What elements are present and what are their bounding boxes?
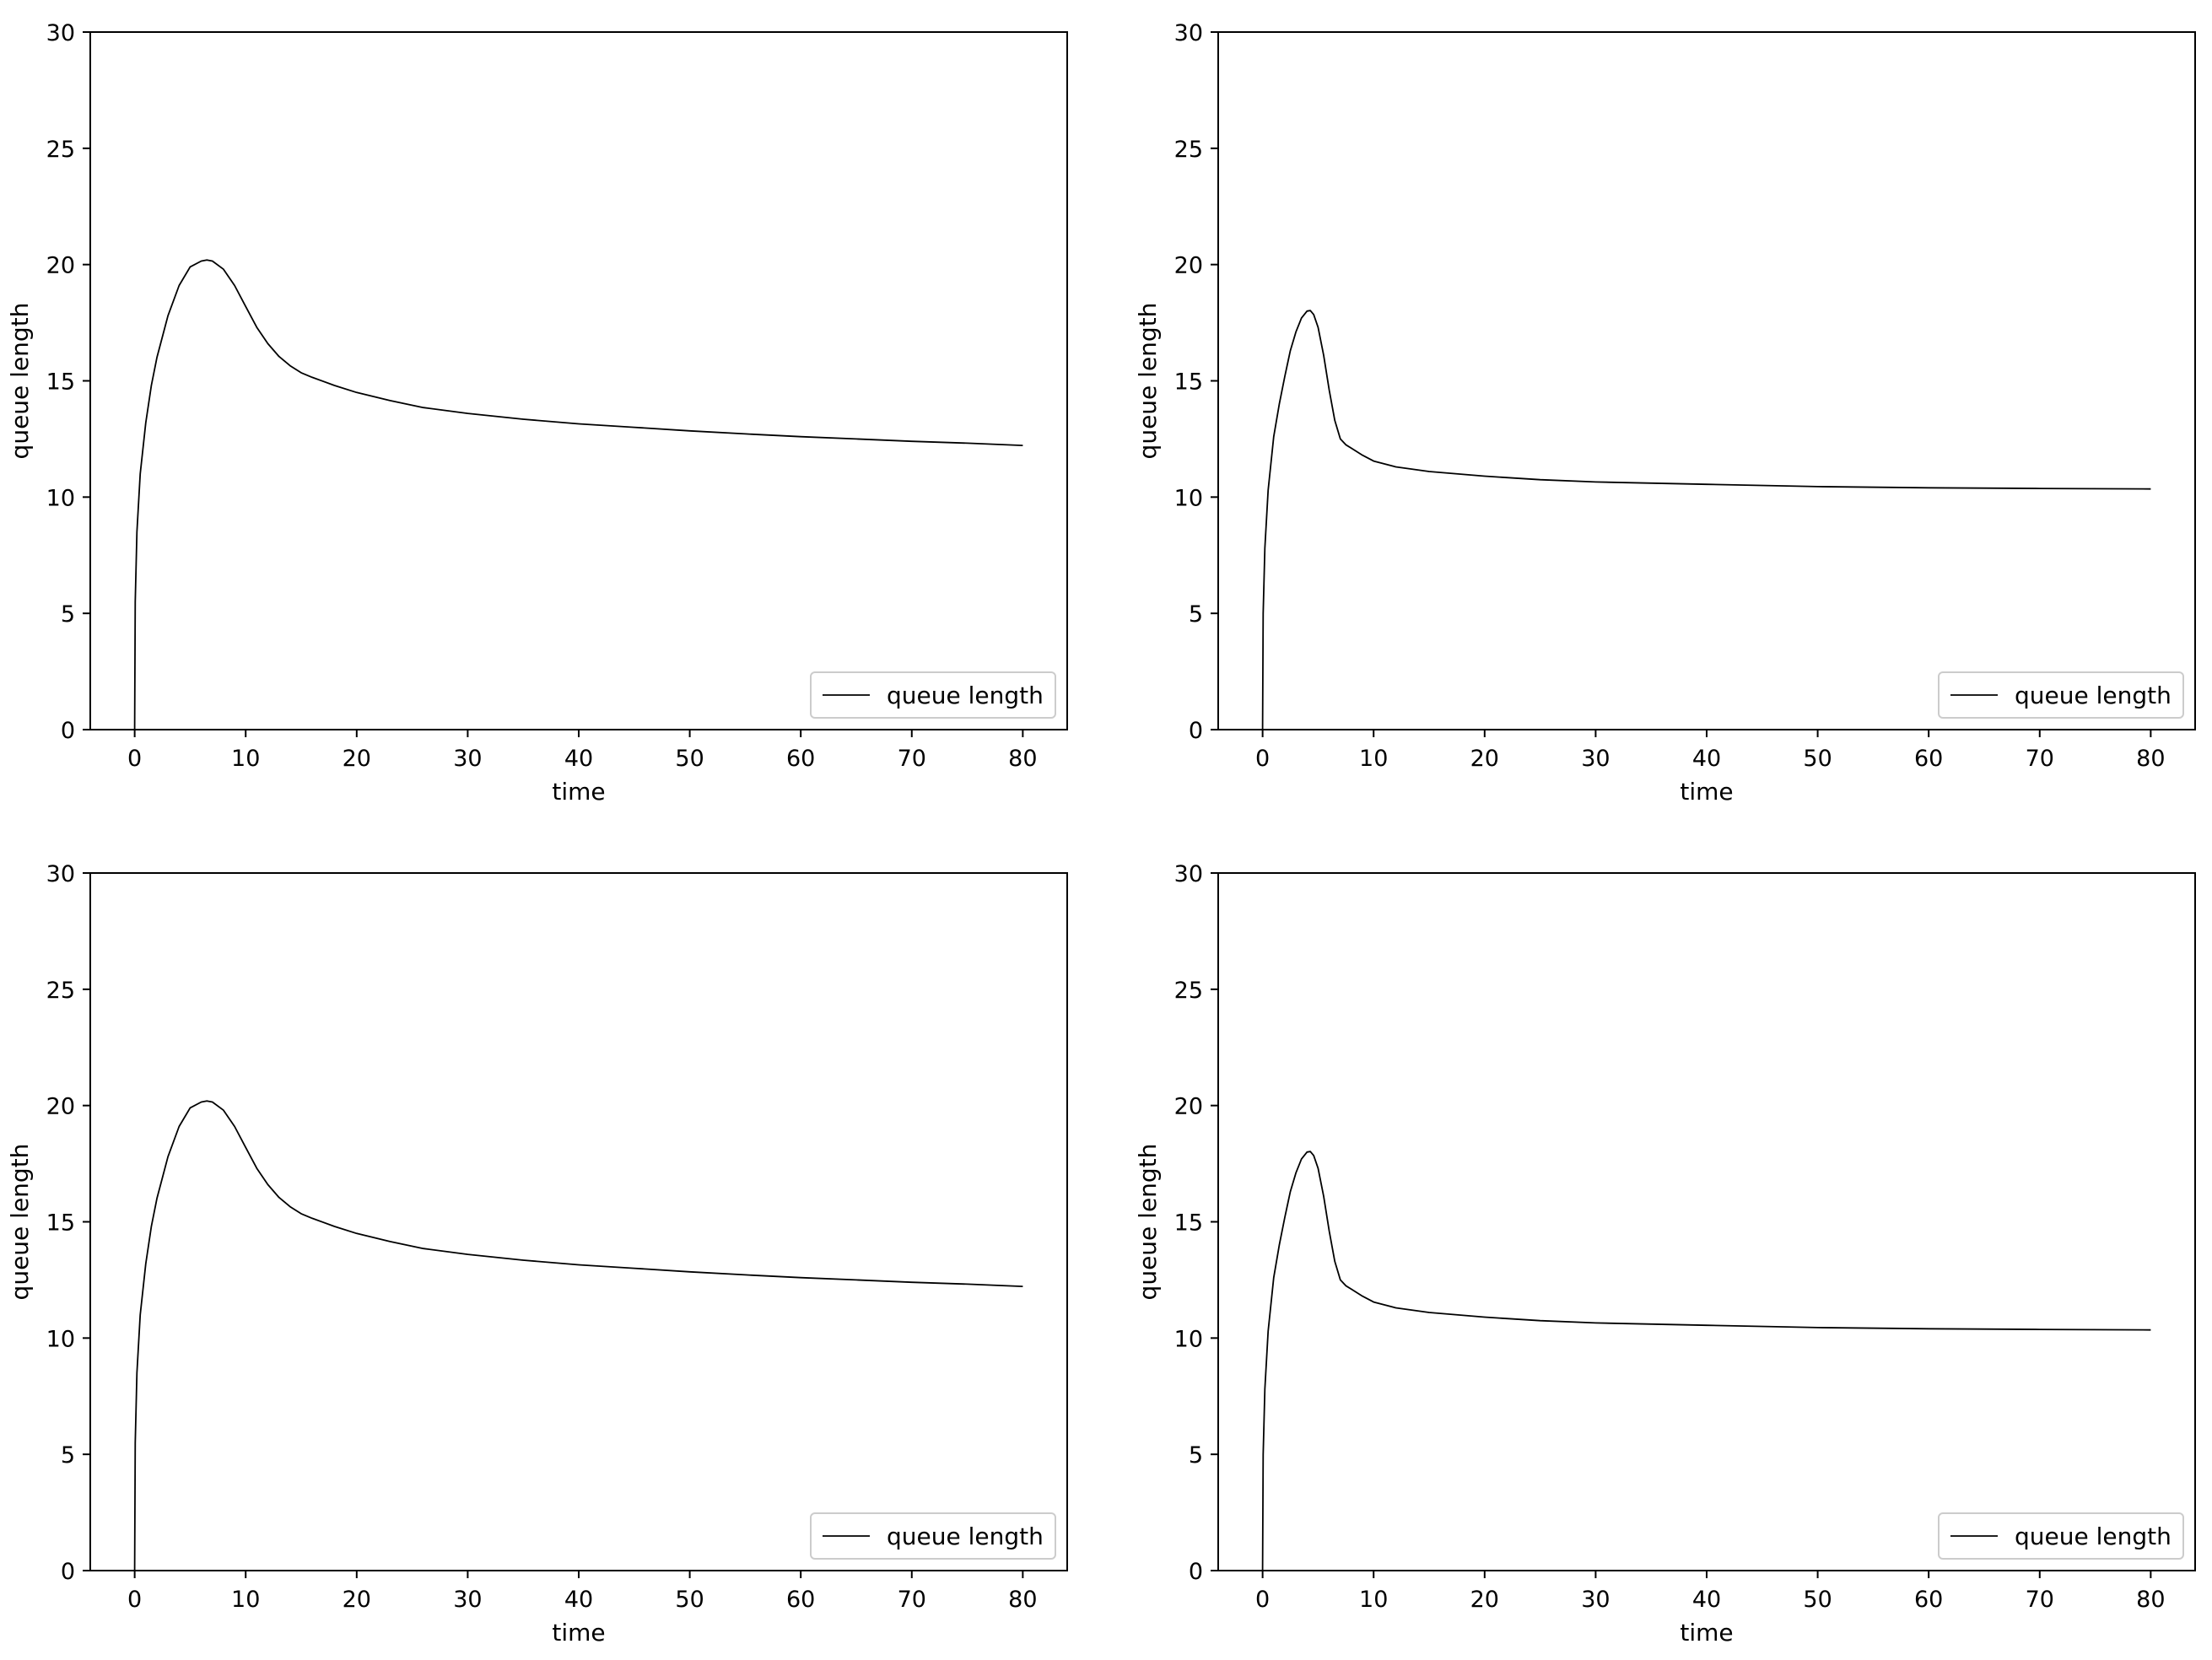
y-tick-label: 20 [1174, 1094, 1203, 1120]
legend: queue length [810, 671, 1056, 719]
y-tick-label: 25 [1174, 978, 1203, 1004]
series-line [1261, 1151, 2151, 1571]
x-tick-label: 0 [1255, 746, 1270, 772]
plot-frame [1217, 31, 2196, 730]
x-axis-label: time [552, 1619, 605, 1647]
series-line [1261, 310, 2151, 730]
x-tick-label: 40 [1692, 746, 1721, 772]
y-axis-label: queue length [6, 303, 34, 460]
y-tick-label: 25 [46, 137, 75, 163]
x-tick-label: 50 [1803, 1587, 1832, 1613]
y-tick-label: 15 [1174, 369, 1203, 396]
x-tick-label: 0 [1255, 1587, 1270, 1613]
legend-label: queue length [887, 682, 1044, 709]
subplot-2: 0 10 20 30 40 50 60 70 80 0 5 10 15 20 25 30 time queue l… [1134, 20, 2196, 806]
y-tick-label: 0 [61, 718, 75, 744]
x-tick-label: 70 [2026, 1587, 2054, 1613]
legend: queue length [810, 1512, 1056, 1560]
plot-frame [1217, 872, 2196, 1571]
x-tick-label: 80 [2136, 1587, 2165, 1613]
x-tick-label: 70 [898, 746, 926, 772]
x-tick-label: 50 [1803, 746, 1832, 772]
y-axis-label: queue length [1134, 1144, 1162, 1301]
y-tick-label: 30 [1174, 20, 1203, 46]
y-tick-label: 10 [46, 1326, 75, 1352]
x-tick-label: 20 [343, 1587, 371, 1613]
x-tick-label: 30 [1581, 746, 1610, 772]
x-tick-label: 40 [564, 1587, 593, 1613]
y-tick-label: 5 [1189, 601, 1203, 628]
x-tick-label: 40 [564, 746, 593, 772]
subplot-4: 0 10 20 30 40 50 60 70 80 0 5 10 15 20 25 30 time queue l… [1134, 861, 2196, 1647]
plot-frame [89, 872, 1068, 1571]
x-tick-label: 60 [1914, 1587, 1943, 1613]
x-tick-label: 10 [1359, 1587, 1388, 1613]
x-tick-label: 60 [786, 746, 815, 772]
x-tick-label: 80 [1008, 746, 1037, 772]
y-tick-label: 5 [61, 1442, 75, 1469]
y-tick-label: 5 [61, 601, 75, 628]
legend-label: queue length [887, 1523, 1044, 1550]
x-tick-label: 10 [1359, 746, 1388, 772]
y-tick-label: 25 [46, 978, 75, 1004]
legend: queue length [1938, 671, 2184, 719]
y-tick-label: 30 [46, 20, 75, 46]
x-axis-label: time [1680, 1619, 1733, 1647]
y-tick-label: 25 [1174, 137, 1203, 163]
x-tick-label: 0 [127, 746, 142, 772]
y-tick-label: 15 [46, 369, 75, 396]
x-tick-label: 10 [231, 746, 260, 772]
x-tick-label: 20 [1470, 1587, 1499, 1613]
y-tick-label: 15 [46, 1210, 75, 1237]
y-tick-label: 0 [1189, 1559, 1203, 1585]
x-tick-label: 50 [675, 746, 704, 772]
x-tick-label: 80 [1008, 1587, 1037, 1613]
legend-label: queue length [2015, 1523, 2172, 1550]
legend-box [810, 1512, 1056, 1560]
y-axis-label: queue length [1134, 303, 1162, 460]
y-tick-label: 20 [46, 1094, 75, 1120]
legend-label: queue length [2015, 682, 2172, 709]
y-tick-label: 30 [1174, 861, 1203, 887]
x-tick-label: 60 [1914, 746, 1943, 772]
y-tick-label: 10 [46, 485, 75, 511]
legend-box [810, 671, 1056, 719]
plot-frame [89, 31, 1068, 730]
x-tick-label: 0 [127, 1587, 142, 1613]
x-tick-label: 30 [1581, 1587, 1610, 1613]
y-tick-label: 0 [1189, 718, 1203, 744]
x-tick-label: 30 [453, 746, 482, 772]
y-tick-label: 30 [46, 861, 75, 887]
y-tick-label: 20 [1174, 253, 1203, 279]
y-tick-label: 10 [1174, 1326, 1203, 1352]
legend-box [1938, 671, 2184, 719]
x-tick-label: 30 [453, 1587, 482, 1613]
y-tick-label: 5 [1189, 1442, 1203, 1469]
series-line [133, 259, 1023, 730]
x-tick-label: 80 [2136, 746, 2165, 772]
legend-box [1938, 1512, 2184, 1560]
legend: queue length [1938, 1512, 2184, 1560]
x-tick-label: 70 [898, 1587, 926, 1613]
y-axis-label: queue length [6, 1144, 34, 1301]
x-tick-label: 20 [343, 746, 371, 772]
x-tick-label: 10 [231, 1587, 260, 1613]
x-tick-label: 70 [2026, 746, 2054, 772]
x-axis-label: time [552, 778, 605, 806]
series-line [133, 1100, 1023, 1571]
x-axis-label: time [1680, 778, 1733, 806]
y-tick-label: 15 [1174, 1210, 1203, 1237]
y-tick-label: 0 [61, 1559, 75, 1585]
subplot-1: 0 10 20 30 40 50 60 70 80 0 5 10 15 20 25 30 time queue l… [6, 20, 1068, 806]
y-tick-label: 20 [46, 253, 75, 279]
subplot-3: 0 10 20 30 40 50 60 70 80 0 5 10 15 20 25 30 time queue l… [6, 861, 1068, 1647]
x-tick-label: 20 [1470, 746, 1499, 772]
x-tick-label: 60 [786, 1587, 815, 1613]
y-tick-label: 10 [1174, 485, 1203, 511]
x-tick-label: 50 [675, 1587, 704, 1613]
x-tick-label: 40 [1692, 1587, 1721, 1613]
